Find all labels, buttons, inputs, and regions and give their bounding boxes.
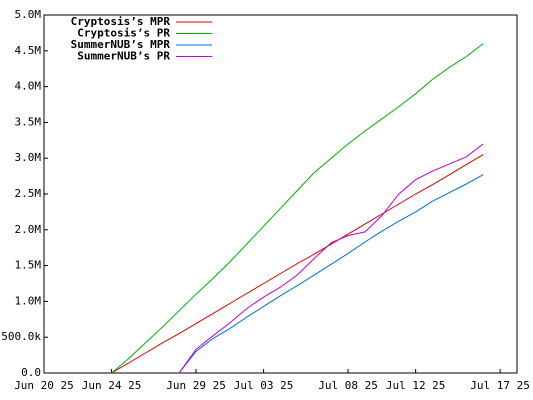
series-line [111, 154, 484, 374]
series-line [178, 174, 484, 374]
series-line [111, 43, 484, 374]
y-tick-label: 3.5M [15, 115, 42, 128]
legend-label: SummerNUB’s PR [77, 50, 170, 63]
y-tick-label: 5.0M [15, 8, 42, 21]
y-tick-label: 4.5M [15, 44, 42, 57]
x-tick-label: Jul 03 25 [234, 379, 294, 392]
legend-label: Cryptosis’s MPR [71, 15, 171, 28]
x-tick-label: Jun 20 25 [14, 379, 74, 392]
series-line [178, 143, 484, 374]
legend-label: SummerNUB’s MPR [71, 38, 171, 51]
y-tick-label: 2.0M [15, 223, 42, 236]
y-tick-label: 4.0M [15, 80, 42, 93]
y-tick-label: 3.0M [15, 151, 42, 164]
plot-frame [43, 14, 518, 374]
x-tick-label: Jul 17 25 [470, 379, 530, 392]
y-tick-label: 2.5M [15, 187, 42, 200]
y-tick-label: 500.0k [1, 330, 41, 343]
x-tick-label: Jun 24 25 [82, 379, 142, 392]
y-tick-label: 1.5M [15, 259, 42, 272]
x-tick-label: Jun 29 25 [166, 379, 226, 392]
y-tick-label: 0.0 [21, 366, 41, 379]
x-tick-label: Jul 08 25 [318, 379, 378, 392]
y-tick-label: 1.0M [15, 294, 42, 307]
legend-label: Cryptosis’s PR [77, 27, 170, 40]
x-tick-label: Jul 12 25 [386, 379, 446, 392]
